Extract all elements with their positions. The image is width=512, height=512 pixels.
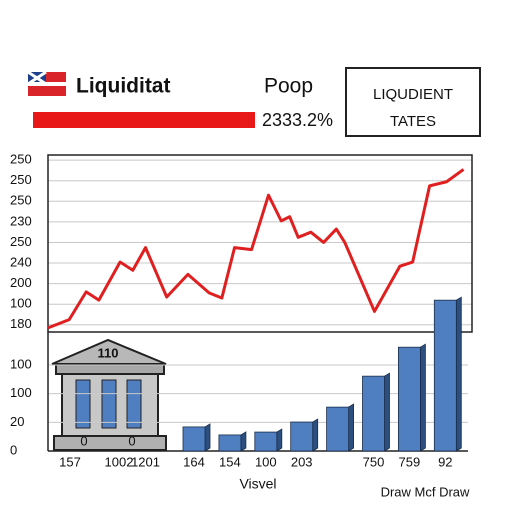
bar-side: [419, 343, 426, 452]
x-tick-label: 100: [255, 454, 277, 469]
y-tick-label: 250: [10, 234, 32, 249]
x-tick-label: 750: [363, 454, 385, 469]
y-tick-label: 100: [10, 385, 32, 400]
footer: Draw Mcf Draw: [381, 484, 470, 499]
y-tick-label: 200: [10, 275, 32, 290]
building-label: 110: [98, 345, 119, 360]
y-tick-label: 250: [10, 152, 32, 167]
info-box: [345, 67, 481, 137]
building-icon: [51, 338, 167, 451]
y-tick-label: 180: [10, 316, 32, 331]
bar: [218, 434, 242, 452]
bar-side: [348, 403, 355, 452]
y-tick-label: 100: [10, 356, 32, 371]
x-tick-label: 92: [438, 454, 452, 469]
header-title: Liquiditat: [76, 75, 170, 98]
bar: [397, 346, 421, 452]
y-tick-label: 240: [10, 254, 32, 269]
bar: [433, 299, 457, 452]
bar: [326, 406, 350, 452]
x-tick-label: 164: [183, 454, 205, 469]
x-tick-label: 1201: [131, 454, 160, 469]
x-tick-label: 1002: [105, 454, 134, 469]
x-tick-label: 203: [291, 454, 313, 469]
x-axis-label: Visvel: [239, 476, 276, 492]
building-digit: 0: [128, 433, 135, 448]
bar-side: [276, 428, 283, 452]
y-tick-label: 250: [10, 172, 32, 187]
y-tick-label: 230: [10, 213, 32, 228]
bar-side: [204, 423, 211, 452]
x-tick-label: 157: [59, 454, 81, 469]
bar: [254, 431, 278, 452]
bar-side: [240, 431, 247, 452]
x-tick-label: 154: [219, 454, 241, 469]
flag: [27, 70, 66, 96]
building-digit: 0: [80, 433, 87, 448]
plot-frame: [47, 154, 473, 333]
bar-side: [384, 372, 390, 452]
bar-side: [455, 296, 462, 452]
x-tick-label: 759: [399, 454, 421, 469]
bar: [182, 426, 206, 452]
header-subtitle: Poop: [264, 75, 313, 98]
bar: [362, 375, 385, 452]
y-tick-label: 0: [10, 442, 17, 457]
bar-side: [312, 418, 319, 452]
header-value: 2333.2%: [262, 110, 333, 130]
line-series: [47, 168, 465, 330]
progress-bar: [33, 112, 255, 128]
y-tick-label: 100: [10, 296, 32, 311]
y-tick-label: 20: [10, 414, 24, 429]
y-tick-label: 250: [10, 193, 32, 208]
box-line: TATES: [390, 113, 436, 130]
box-line: LIQUDIENT: [373, 86, 453, 103]
bar: [290, 421, 314, 452]
